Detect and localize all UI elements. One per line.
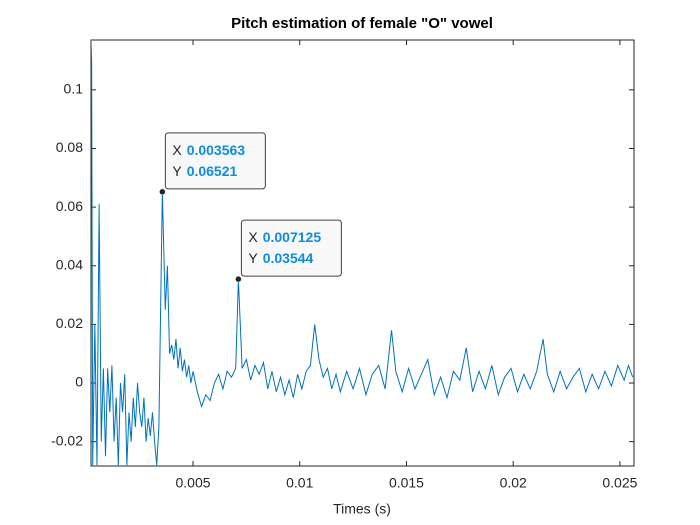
datatip-marker <box>159 188 166 196</box>
datatip-marker <box>235 275 242 283</box>
datatip-x-label: X <box>248 229 258 245</box>
datatip-box <box>164 132 266 190</box>
datatip-y-value: 0.03544 <box>263 250 314 266</box>
plot-area <box>90 39 635 467</box>
y-tick-label: 0.1 <box>64 81 84 97</box>
datatip-x-row: X 0.003563 <box>172 142 245 158</box>
chart-title: Pitch estimation of female "O" vowel <box>231 15 493 32</box>
x-axis-label: Times (s) <box>333 501 391 517</box>
x-tick-label: 0.02 <box>500 475 527 491</box>
datatip-y-label: Y <box>172 163 182 179</box>
y-tick-label: 0.04 <box>56 256 83 272</box>
y-tick-label: 0.08 <box>56 139 83 155</box>
x-tick-label: 0.015 <box>389 475 424 491</box>
datatip-box <box>240 219 342 277</box>
datatip-y-row: Y 0.06521 <box>172 163 237 179</box>
datatip-y-row: Y 0.03544 <box>248 250 313 266</box>
x-tick-label: 0.025 <box>602 475 637 491</box>
y-tick-label: -0.02 <box>51 432 83 448</box>
y-tick-label: 0.06 <box>56 198 83 214</box>
datatip-x-row: X 0.007125 <box>248 229 321 245</box>
datatip-x-label: X <box>172 142 182 158</box>
x-tick-label: 0.01 <box>286 475 313 491</box>
y-tick-label: 0.02 <box>56 315 83 331</box>
datatip-x-value: 0.007125 <box>263 229 322 245</box>
y-tick-label: 0 <box>75 374 83 390</box>
x-tick-label: 0.005 <box>176 475 211 491</box>
datatip-y-label: Y <box>248 250 258 266</box>
datatip-x-value: 0.003563 <box>187 142 246 158</box>
signal-line <box>91 40 634 466</box>
datatip-y-value: 0.06521 <box>187 163 238 179</box>
